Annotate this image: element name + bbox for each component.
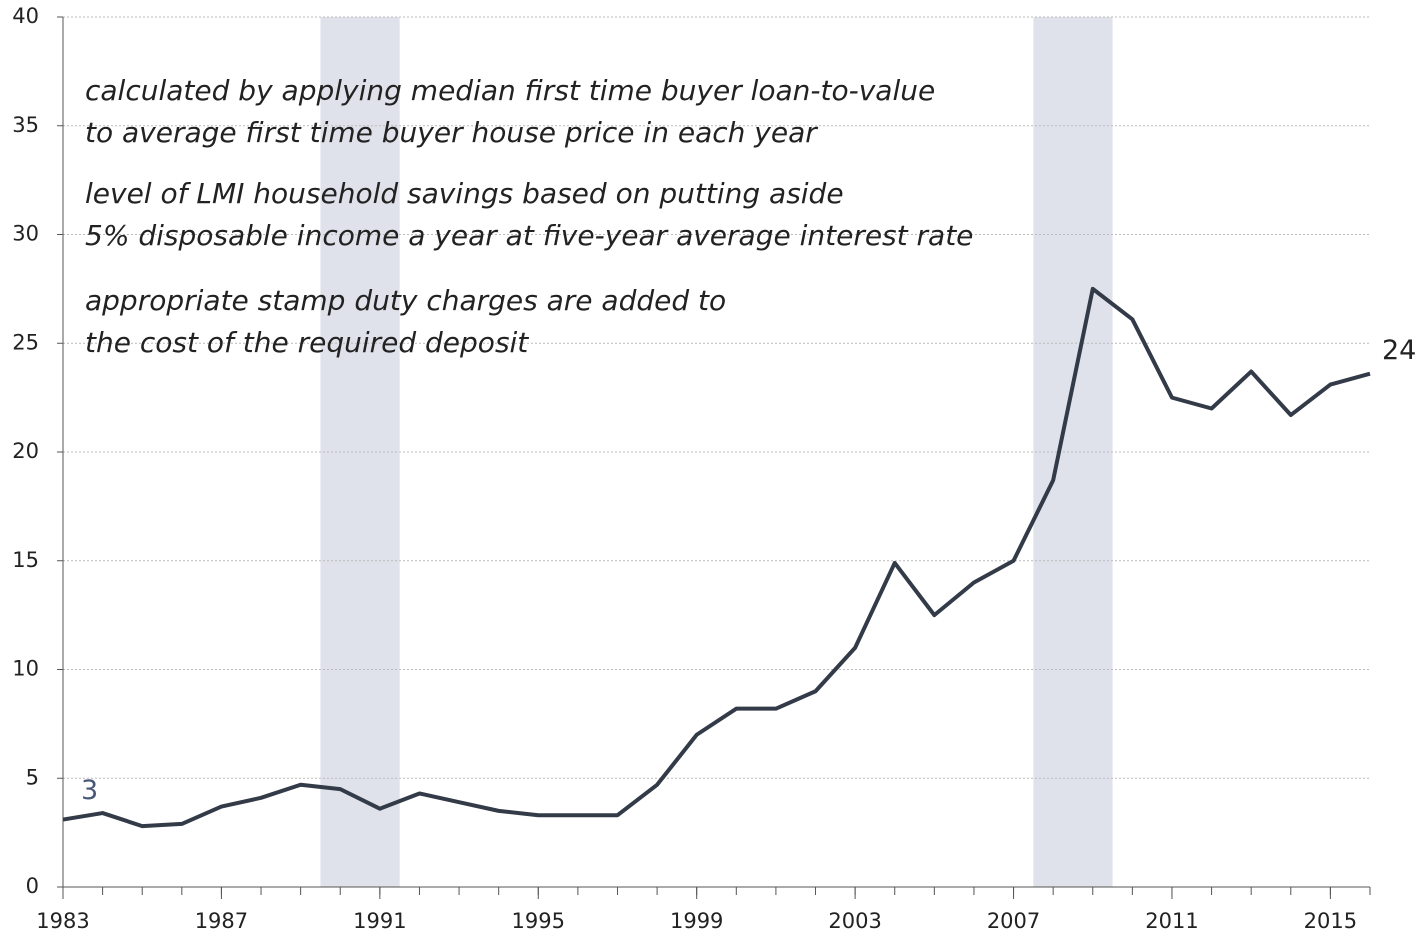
annotation: 5% disposable income a year at five-year… — [85, 219, 973, 252]
x-tick-label: 2015 — [1304, 909, 1357, 933]
annotation: the cost of the required deposit — [85, 326, 529, 359]
y-tick-label: 20 — [12, 439, 39, 463]
x-tick-label: 1991 — [353, 909, 406, 933]
annotation: appropriate stamp duty charges are added… — [85, 284, 726, 317]
x-tick-label: 1983 — [36, 909, 89, 933]
y-tick-label: 25 — [12, 330, 39, 354]
y-tick-label: 40 — [12, 4, 39, 28]
annotation: calculated by applying median first time… — [85, 74, 935, 107]
y-tick-label: 0 — [26, 874, 39, 898]
x-tick-label: 2007 — [987, 909, 1040, 933]
annotation: level of LMI household savings based on … — [85, 177, 844, 210]
y-tick-label: 10 — [12, 657, 39, 681]
y-tick-label: 30 — [12, 222, 39, 246]
x-tick-label: 1987 — [195, 909, 248, 933]
y-tick-label: 5 — [26, 765, 39, 789]
y-tick-label: 35 — [12, 113, 39, 137]
x-tick-label: 2011 — [1145, 909, 1198, 933]
x-tick-label: 2003 — [828, 909, 881, 933]
x-tick-label: 1999 — [670, 909, 723, 933]
value-label: 24 — [1382, 335, 1416, 366]
annotation: to average first time buyer house price … — [85, 116, 818, 149]
y-tick-label: 15 — [12, 548, 39, 572]
line-series — [62, 286, 1371, 829]
value-label: 3 — [81, 775, 98, 806]
x-tick-label: 1995 — [512, 909, 565, 933]
